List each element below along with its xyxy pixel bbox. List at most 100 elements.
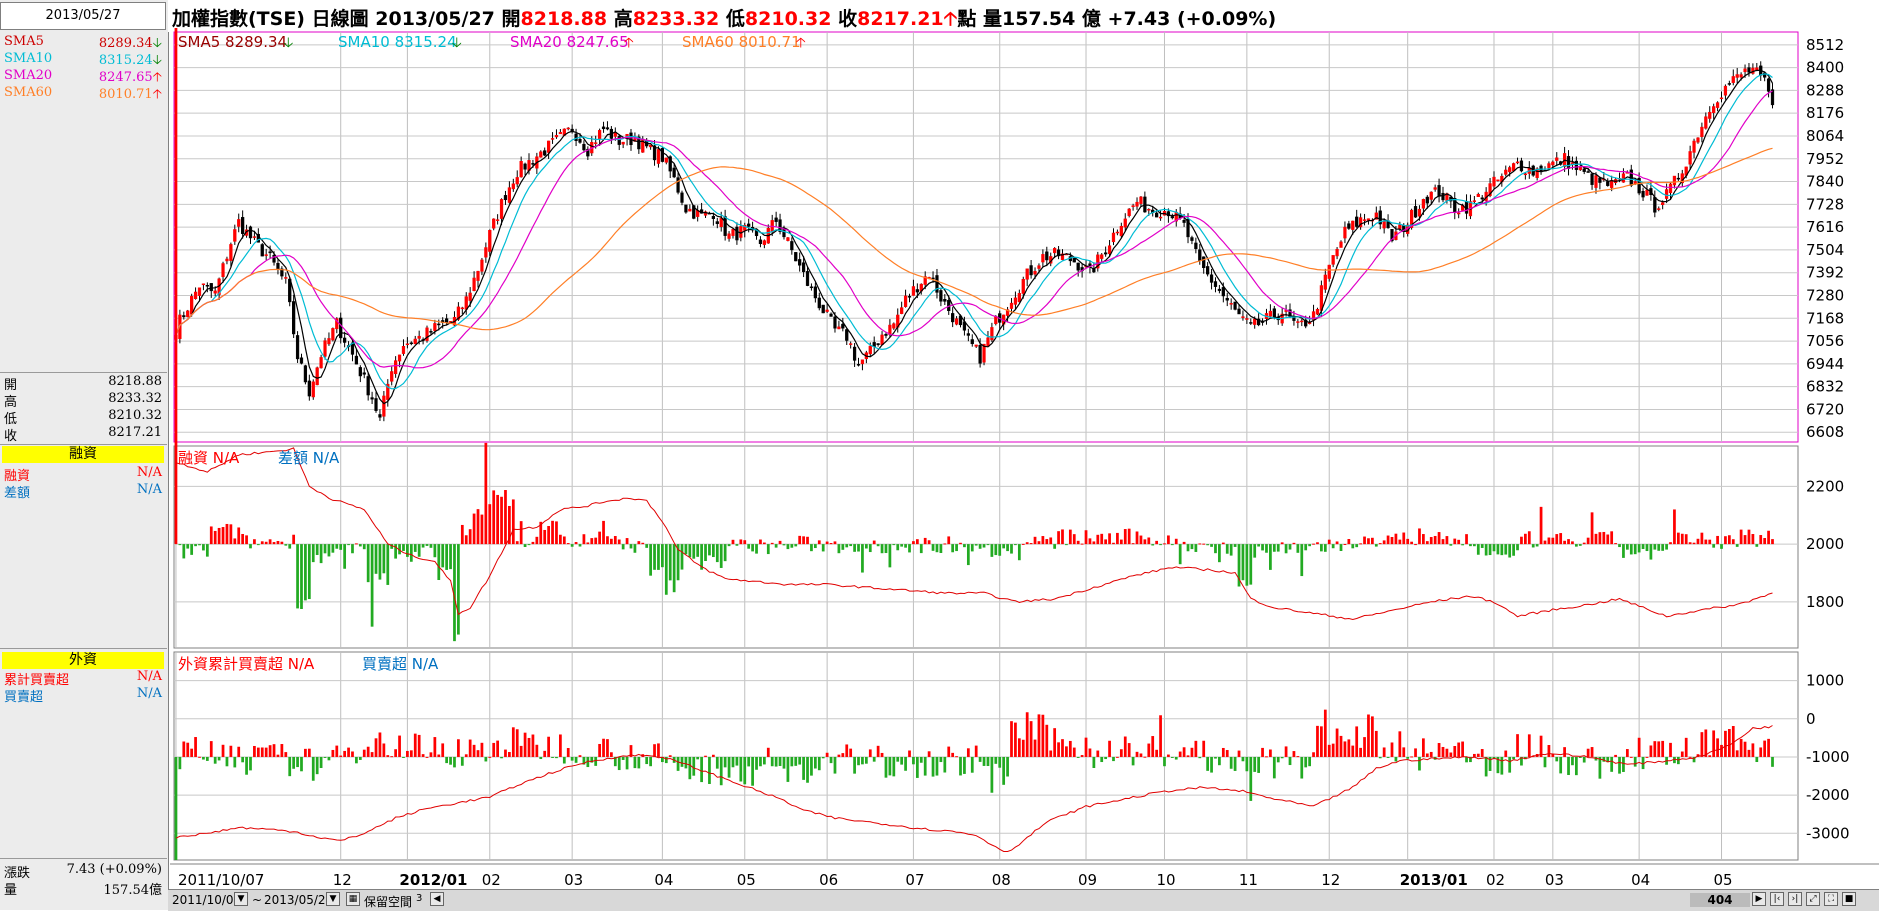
candle-body xyxy=(1319,285,1324,311)
candle-body xyxy=(1182,220,1186,223)
foreign-net-bar xyxy=(280,744,284,757)
candle-body xyxy=(496,219,500,221)
margin-diff-bar xyxy=(1441,539,1445,545)
foreign-net-bar xyxy=(355,756,358,764)
margin-diff-bar xyxy=(594,537,598,545)
zoom-out-icon[interactable]: |‹ xyxy=(1770,892,1784,906)
candle-body xyxy=(680,192,684,203)
expand-icon[interactable]: ⤢ xyxy=(1806,892,1820,906)
margin-diff-bar xyxy=(500,496,503,545)
x-tick-label: 2013/01 xyxy=(1400,871,1468,889)
start-date-dropdown-icon[interactable]: ▼ xyxy=(234,892,248,906)
margin-diff-bar xyxy=(1190,544,1194,550)
foreign-net-bar xyxy=(574,756,578,763)
margin-diff-bar xyxy=(810,544,813,552)
candle-body xyxy=(1339,241,1343,248)
margin-diff-bar xyxy=(1696,538,1700,545)
foreign-net-bar xyxy=(500,756,503,759)
margin-diff-bar xyxy=(1210,544,1213,547)
foreign-net-bar xyxy=(821,756,825,759)
margin-diff-bar xyxy=(1763,538,1767,545)
row-label: 買賣超 xyxy=(4,690,44,705)
foreign-net-bar xyxy=(919,756,923,763)
foreign-net-bar xyxy=(645,756,649,765)
foreign-net-bar xyxy=(680,756,684,767)
margin-diff-bar xyxy=(1520,536,1523,545)
margin-diff-bar xyxy=(947,536,951,545)
scroll-right-icon[interactable]: ▶ xyxy=(1752,892,1766,906)
margin-diff-bar xyxy=(935,544,939,553)
candle-body xyxy=(1296,321,1300,323)
margin-diff-bar xyxy=(519,521,523,545)
price-axis-tick-label: 7168 xyxy=(1806,309,1844,327)
foreign-net-bar xyxy=(205,756,209,761)
foreign-net-bar xyxy=(872,756,876,762)
main-panel-frame xyxy=(173,31,1799,443)
margin-diff-bar xyxy=(374,544,378,574)
candle-body xyxy=(543,150,547,156)
foreign-net-bar xyxy=(637,756,641,769)
margin-diff-bar xyxy=(1551,537,1555,545)
margin-diff-bar xyxy=(1076,540,1080,545)
candle-body xyxy=(429,331,433,333)
scroll-left-icon[interactable]: ◀ xyxy=(430,892,444,906)
margin-diff-bar xyxy=(998,544,1002,556)
margin-diff-bar xyxy=(531,541,535,545)
margin-diff-bar xyxy=(1461,544,1464,546)
foreign-net-bar xyxy=(198,756,201,758)
margin-diff-bar xyxy=(1049,537,1053,545)
margin-axis-tick-label: 2000 xyxy=(1806,535,1844,553)
row-label: 低 xyxy=(4,412,18,427)
keep-space-label[interactable]: 保留空間 xyxy=(364,895,413,909)
foreign-net-bar xyxy=(1178,751,1182,757)
margin-diff-bar xyxy=(1072,534,1076,545)
margin-diff-bar xyxy=(649,544,652,576)
candle-body xyxy=(903,295,908,307)
margin-diff-bar xyxy=(562,536,566,545)
foreign-net-bar xyxy=(1025,712,1029,757)
foreign-net-bar xyxy=(1006,756,1009,777)
candle-body xyxy=(299,357,304,364)
candle-body xyxy=(292,301,296,335)
margin-diff-bar xyxy=(394,544,398,559)
end-date: 2013/05/27 xyxy=(264,893,334,907)
margin-diff-bar xyxy=(1041,536,1045,545)
foreign-net-bar xyxy=(1629,756,1633,758)
foreign-net-bar xyxy=(390,756,394,758)
margin-diff-bar xyxy=(990,544,994,557)
down-arrow-icon: 🡣 xyxy=(152,36,162,51)
keep-space-icon[interactable]: ▦ xyxy=(346,892,360,906)
margin-diff-bar xyxy=(1331,544,1335,549)
margin-diff-bar xyxy=(1308,544,1311,547)
color-icon[interactable]: ■ xyxy=(1842,892,1856,906)
margin-diff-bar xyxy=(453,544,456,642)
candle-body xyxy=(1253,318,1257,325)
candle-body xyxy=(778,219,782,232)
zoom-in-icon[interactable]: ›| xyxy=(1788,892,1802,906)
fit-icon[interactable]: ⛶ xyxy=(1824,892,1838,906)
foreign-axis-tick-label: 1000 xyxy=(1806,672,1844,690)
foreign-net-bar xyxy=(880,752,884,757)
candle-body xyxy=(1351,220,1355,230)
start-date: 2011/10/07 xyxy=(172,893,242,907)
margin-diff-bar xyxy=(1516,544,1519,551)
margin-legend-item: 差額 N/A xyxy=(278,449,340,467)
foreign-net-bar xyxy=(1602,756,1606,762)
margin-diff-bar xyxy=(1261,544,1264,551)
margin-diff-bar xyxy=(198,544,201,546)
margin-diff-bar xyxy=(939,544,943,553)
margin-diff-bar xyxy=(970,544,974,552)
foreign-net-bar xyxy=(535,744,539,757)
margin-diff-bar xyxy=(457,544,460,635)
end-date-dropdown-icon[interactable]: ▼ xyxy=(326,892,340,906)
candle-body xyxy=(605,127,610,130)
candle-body xyxy=(1590,173,1594,185)
candle-body xyxy=(1249,322,1253,324)
row-label: 累計買賣超 xyxy=(4,673,70,688)
margin-diff-bar xyxy=(417,544,421,557)
margin-diff-bar xyxy=(241,533,245,545)
margin-diff-bar xyxy=(488,504,492,545)
margin-diff-bar xyxy=(1582,542,1586,545)
margin-diff-bar xyxy=(1625,544,1629,550)
volume-value: 157.54 億 xyxy=(1001,8,1101,30)
